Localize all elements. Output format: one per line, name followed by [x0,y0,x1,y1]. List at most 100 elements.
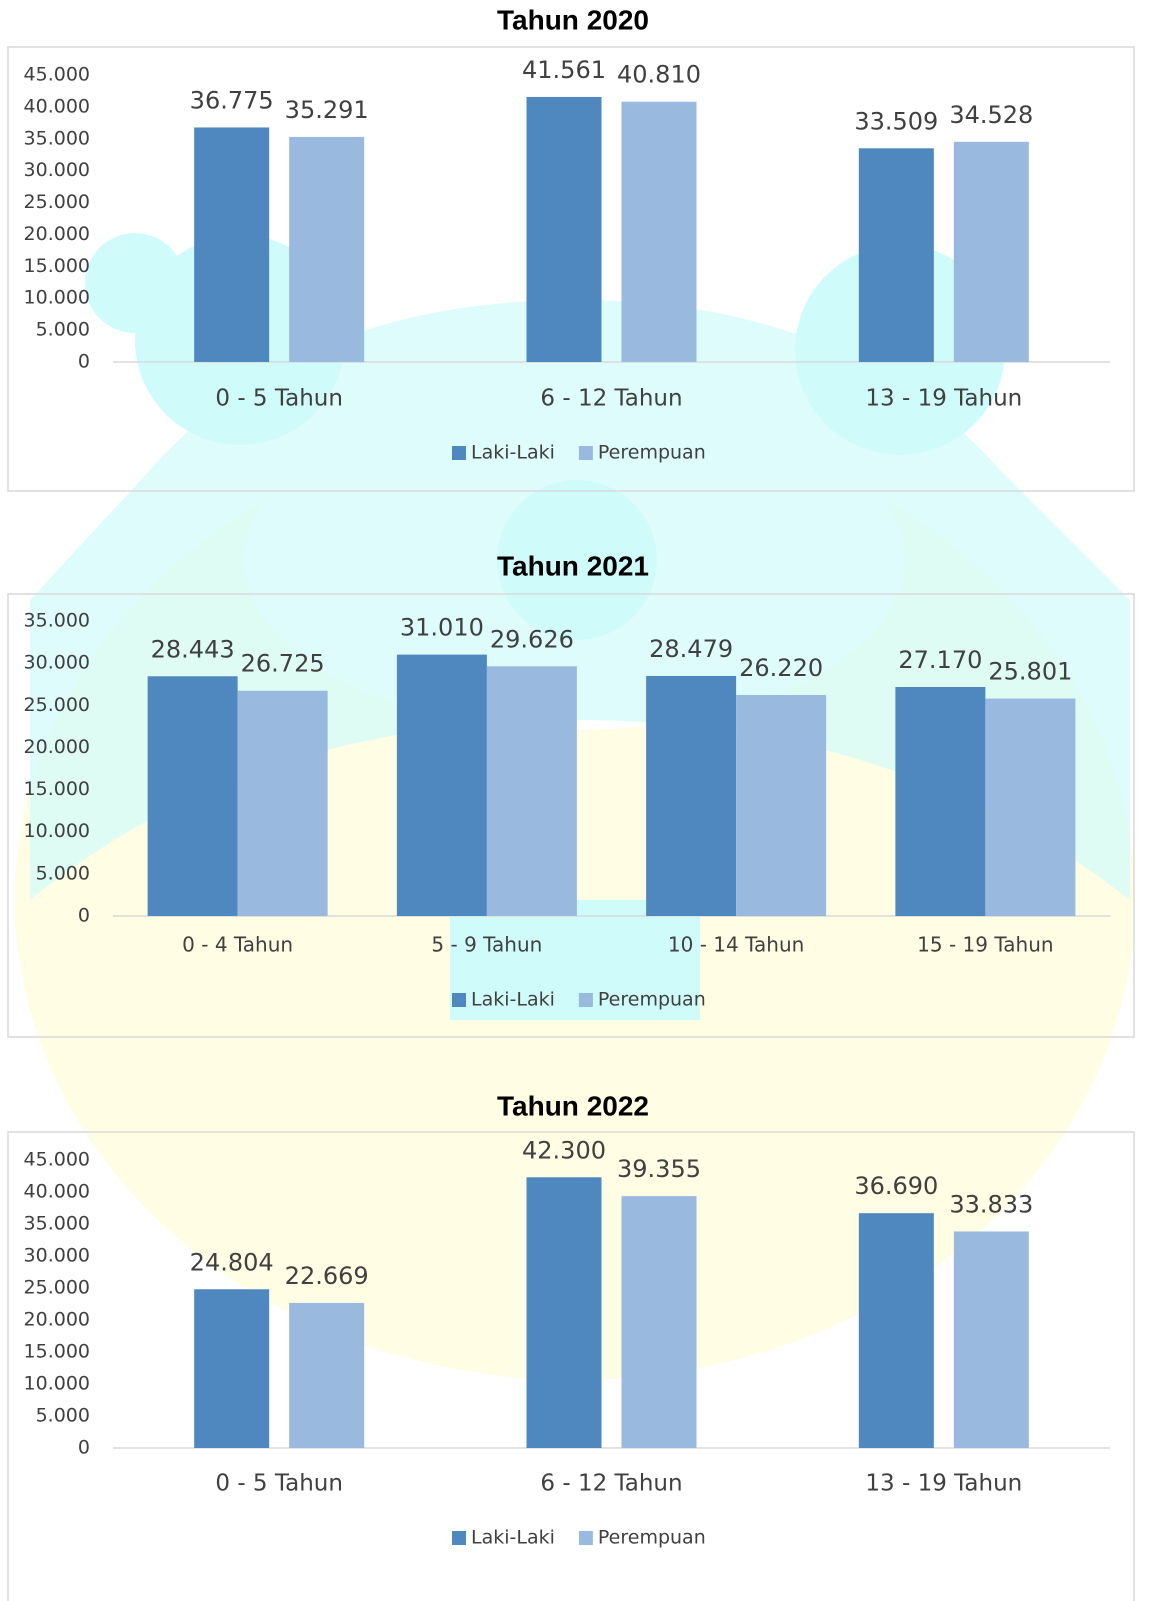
y-tick-label: 35.000 [24,127,90,149]
legend-label: Perempuan [598,442,706,464]
x-tick-label: 6 - 12 Tahun [540,1471,682,1497]
data-label: 36.690 [854,1172,938,1200]
y-tick-label: 15.000 [24,778,90,800]
chart-frame [7,1131,1135,1601]
bar [736,695,827,916]
y-tick-label: 25.000 [24,694,90,716]
legend-label: Laki-Laki [471,442,555,464]
y-tick-label: 25.000 [24,191,90,213]
legend-label: Perempuan [598,1527,706,1549]
bar [646,675,737,916]
y-tick-label: 10.000 [24,1373,90,1395]
x-tick-label: 13 - 19 Tahun [865,386,1022,412]
watermark-circle [497,480,657,640]
y-tick-label: 45.000 [24,1149,90,1171]
bar [953,1231,1029,1448]
y-tick-label: 25.000 [24,1277,90,1299]
y-tick-label: 5.000 [36,319,90,341]
y-tick-label: 35.000 [24,1213,90,1235]
y-tick-label: 35.000 [24,610,90,632]
y-tick-label: 30.000 [24,652,90,674]
x-tick-label: 6 - 12 Tahun [540,386,682,412]
y-tick-label: 20.000 [24,223,90,245]
chart: Tahun 2021 0 5.000 10.000 15.000 20.000 25.000… [7,550,1135,1038]
y-tick-label: 15.000 [24,255,90,277]
legend-swatch [578,446,593,460]
data-label: 34.528 [949,101,1033,129]
x-tick-label: 15 - 19 Tahun [917,933,1053,957]
y-tick-label: 0 [78,351,90,373]
bar [147,676,238,916]
data-label: 28.443 [151,635,235,663]
data-label: 42.300 [522,1136,606,1164]
y-tick-label: 10.000 [24,820,90,842]
y-tick-label: 45.000 [24,64,90,86]
y-tick-label: 5.000 [36,1405,90,1427]
chart: Tahun 2022 0 5.000 10.000 15.000 20.000 25.000… [7,1090,1135,1601]
chart-title: Tahun 2022 [497,1090,649,1121]
bar [396,654,487,916]
y-tick-label: 20.000 [24,1309,90,1331]
x-tick-label: 10 - 14 Tahun [668,933,804,957]
x-tick-label: 0 - 5 Tahun [215,1471,343,1497]
chart-frame [7,46,1135,492]
legend-label: Laki-Laki [471,989,555,1011]
y-tick-label: 40.000 [24,1181,90,1203]
bar [526,1177,602,1448]
y-tick-label: 5.000 [36,862,90,884]
bar [858,148,934,362]
bar [289,136,365,362]
bar [895,686,986,916]
chart-frame [7,593,1135,1038]
bar [194,127,270,363]
x-tick-label: 0 - 4 Tahun [182,933,293,957]
y-tick-label: 10.000 [24,287,90,309]
data-label: 33.833 [949,1190,1033,1218]
legend-swatch [452,446,466,460]
bar [194,1289,270,1448]
legend-swatch [578,1531,593,1545]
data-label: 29.626 [490,625,574,653]
legend-swatch [578,993,593,1007]
data-label: 31.010 [400,614,484,642]
y-tick-label: 0 [78,1437,90,1459]
data-label: 24.804 [190,1248,274,1276]
y-tick-label: 40.000 [24,95,90,117]
y-tick-label: 20.000 [24,736,90,758]
x-tick-label: 0 - 5 Tahun [215,386,343,412]
bar [289,1302,365,1448]
data-label: 35.291 [285,96,369,124]
data-label: 28.479 [649,635,733,663]
bar [526,96,602,363]
x-tick-label: 13 - 19 Tahun [865,1471,1022,1497]
bar [486,666,577,916]
legend-label: Perempuan [598,989,706,1011]
legend-swatch [452,1531,466,1545]
legend-label: Laki-Laki [471,1527,555,1549]
data-label: 41.561 [522,56,606,84]
watermark-cyan [450,900,700,1020]
y-tick-label: 15.000 [24,1341,90,1363]
bar [985,698,1076,916]
data-label: 22.669 [285,1262,369,1290]
data-label: 27.170 [898,646,982,674]
bar [621,1196,697,1448]
y-tick-label: 30.000 [24,159,90,181]
data-label: 33.509 [854,107,938,135]
chart-title: Tahun 2020 [497,4,649,35]
x-tick-label: 5 - 9 Tahun [431,933,542,957]
bar [237,690,328,916]
chart: Tahun 2020 0 5.000 10.000 15.000 20.000 25.000… [7,4,1135,492]
y-tick-label: 0 [78,905,90,927]
bar [953,141,1029,362]
bar [858,1213,934,1448]
data-label: 26.725 [241,650,325,678]
data-label: 36.775 [190,86,274,114]
data-label: 26.220 [739,654,823,682]
chart-title: Tahun 2021 [497,550,649,581]
y-tick-label: 30.000 [24,1245,90,1267]
data-label: 39.355 [617,1155,701,1183]
data-label: 40.810 [617,61,701,89]
legend-swatch [452,993,466,1007]
